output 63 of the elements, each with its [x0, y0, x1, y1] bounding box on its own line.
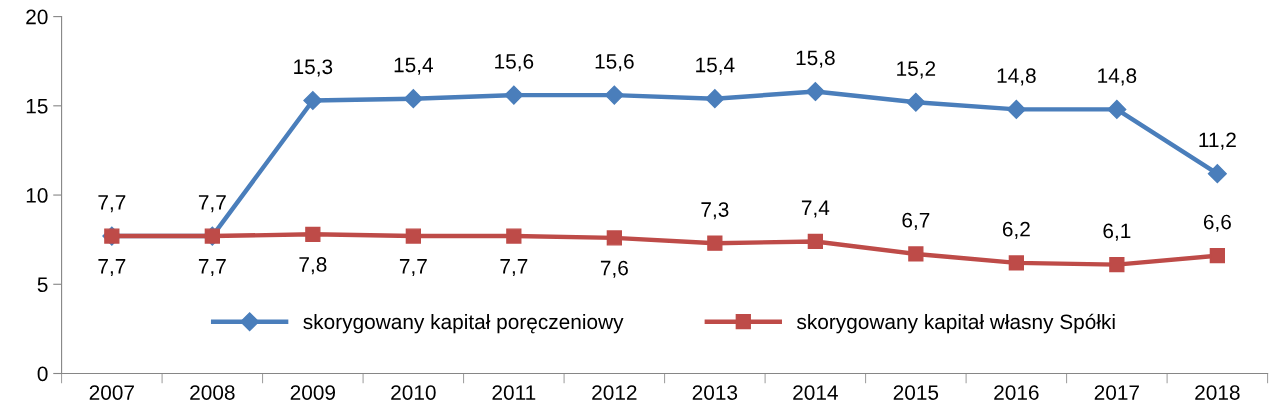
point	[303, 90, 323, 111]
x-tick-label: 2018	[1195, 385, 1240, 400]
y-tick-label: 0	[37, 366, 48, 382]
data-label: 7,8	[299, 257, 327, 275]
data-label: 11,2	[1199, 132, 1236, 150]
x-tick-label: 2013	[692, 385, 738, 400]
point	[1209, 248, 1225, 264]
x-tick-label: 2009	[290, 385, 336, 400]
y-tick-label: 5	[37, 277, 48, 293]
y-tick-label: 10	[26, 188, 48, 203]
point	[606, 230, 622, 246]
x-tick-label: 2010	[391, 385, 436, 400]
x-tick-label: 2007	[89, 385, 134, 400]
data-label: 14,8	[997, 68, 1036, 86]
y-tick-label: 20	[26, 9, 48, 25]
data-label: 6,1	[1103, 223, 1131, 241]
data-label: 15,4	[394, 57, 434, 75]
x-tick-label: 2008	[190, 385, 235, 400]
point	[305, 226, 321, 242]
data-label: 15,2	[897, 61, 936, 79]
point	[604, 85, 624, 105]
data-label: 7,7	[98, 195, 126, 213]
x-tick-label: 2017	[1094, 385, 1139, 400]
data-label: 15,4	[696, 57, 735, 75]
legend-label: skorygowany kapitał własny Spółki	[797, 313, 1115, 334]
x-tick-label: 2014	[793, 385, 838, 400]
point	[405, 228, 421, 244]
data-label: 7,7	[98, 259, 126, 277]
data-label: 6,7	[902, 212, 930, 231]
data-label: 6,6	[1203, 214, 1231, 232]
data-label: 15,6	[595, 54, 634, 72]
point	[1207, 164, 1227, 184]
data-label: 7,4	[801, 200, 830, 218]
point	[506, 228, 522, 244]
point	[707, 235, 723, 251]
y-tick-label: 15	[26, 99, 48, 114]
data-label: 15,6	[495, 54, 534, 72]
data-label: 7,6	[600, 260, 628, 278]
x-tick-label: 2015	[893, 385, 939, 400]
point	[705, 89, 725, 109]
data-label: 7,7	[500, 259, 528, 277]
data-label: 15,3	[294, 59, 333, 77]
data-label: 15,8	[796, 50, 835, 68]
point	[1109, 257, 1125, 273]
data-label: 7,7	[198, 259, 226, 277]
point	[1008, 255, 1024, 271]
point	[908, 246, 924, 262]
data-label: 14,8	[1098, 68, 1137, 86]
x-tick-label: 2012	[592, 385, 637, 400]
point	[504, 85, 524, 105]
x-tick-label: 2011	[492, 385, 536, 400]
point	[807, 233, 823, 250]
point	[403, 89, 423, 109]
point	[1107, 99, 1127, 119]
data-label: 7,7	[399, 259, 427, 277]
data-label: 7,7	[198, 195, 226, 213]
point	[906, 92, 926, 112]
x-tick-label: 2016	[994, 385, 1039, 400]
point	[805, 82, 825, 102]
data-label: 6,2	[1002, 221, 1030, 239]
point	[1006, 99, 1026, 119]
data-label: 7,3	[701, 202, 729, 220]
legend-label: skorygowany kapitał poręczeniowy	[303, 313, 624, 334]
